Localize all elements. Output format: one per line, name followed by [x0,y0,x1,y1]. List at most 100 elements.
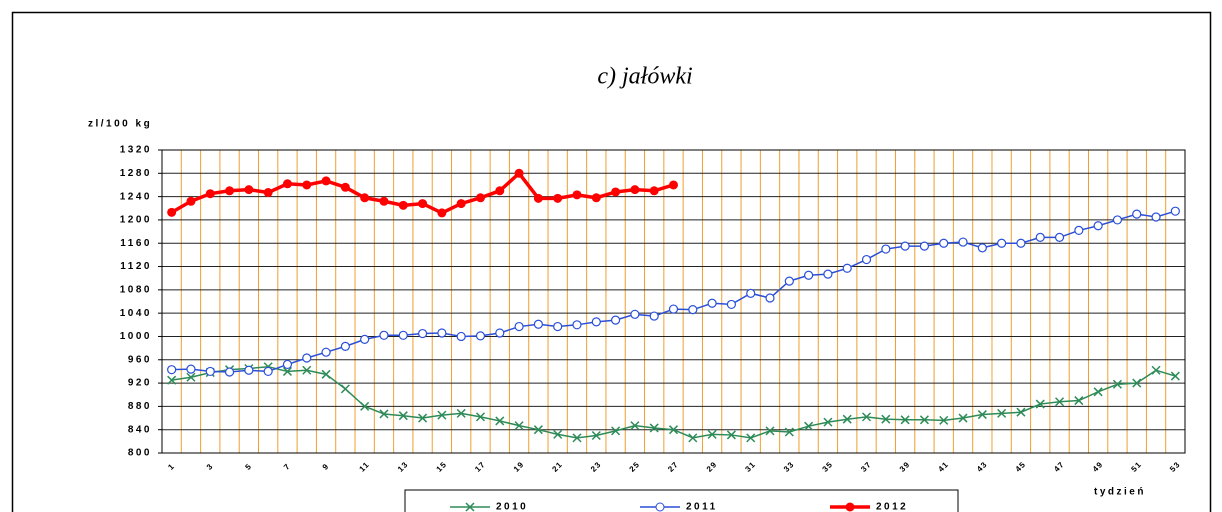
marker [437,410,447,420]
marker [1016,238,1026,248]
marker [1016,407,1026,417]
marker [688,305,698,315]
marker [649,423,659,433]
y-tick-label: 1080 [120,284,152,295]
marker [572,320,582,330]
marker [669,180,678,190]
x-tick-label: 19 [512,460,526,474]
marker [379,409,389,419]
x-tick-label: 41 [936,460,950,474]
marker [533,193,543,203]
marker [398,200,408,210]
marker [167,207,177,217]
x-tick-label: 23 [589,460,603,474]
marker [321,369,331,379]
marker [726,430,736,440]
marker [842,414,852,424]
y-tick-label: 1320 [120,145,152,156]
y-tick-label: 1200 [120,215,152,226]
marker [881,244,891,254]
marker [842,263,852,273]
x-tick-label: 47 [1052,460,1066,474]
marker [1112,379,1122,389]
y-tick-label: 1280 [120,168,152,179]
marker [379,330,389,340]
marker [360,193,370,203]
marker [553,321,563,332]
marker [1151,212,1161,222]
marker [205,189,215,199]
marker [398,330,408,340]
marker [263,188,273,198]
x-tick-label: 29 [705,460,719,474]
marker [437,208,447,218]
x-tick-label: 27 [666,460,680,474]
x-tick-label: 25 [628,460,642,474]
marker [977,410,987,420]
marker [205,366,215,377]
marker [1170,371,1180,381]
y-tick-label: 960 [128,354,152,365]
marker [1035,232,1045,243]
marker [649,186,659,196]
marker [591,317,601,327]
x-tick-label: 13 [396,460,410,474]
marker [360,334,370,344]
marker [861,254,872,265]
marker [591,193,601,203]
marker [302,353,312,363]
x-tick-label: 7 [282,462,292,472]
marker [881,414,891,424]
marker [572,190,582,200]
marker [302,180,312,190]
y-tick-label: 840 [128,424,152,435]
marker [167,365,177,375]
marker [900,415,910,425]
marker [861,412,872,422]
marker [475,193,485,203]
marker [1074,225,1084,236]
marker [321,347,331,357]
x-tick-label: 51 [1129,460,1143,474]
y-tick-label: 1120 [120,261,152,272]
marker [900,241,910,251]
x-tick-label: 1 [166,462,176,472]
marker [475,412,486,422]
x-tick-label: 31 [743,460,757,474]
marker [649,311,659,321]
x-tick-label: 3 [205,462,215,472]
x-tick-label: 43 [975,460,989,474]
marker [456,199,466,209]
legend-label: 2012 [876,502,908,512]
marker [340,341,350,351]
marker [939,415,949,425]
x-axis-label: tydzień [1094,487,1146,498]
marker [939,238,949,248]
marker [1074,396,1084,406]
marker [282,359,293,370]
y-axis-label: zl/100 kg [88,119,152,130]
marker [1035,399,1045,409]
x-tick-label: 53 [1168,460,1182,474]
legend-label: 2011 [686,502,718,512]
marker [572,433,582,443]
y-tick-label: 1040 [120,308,152,319]
x-tick-label: 21 [550,460,564,474]
marker [495,328,505,338]
marker [224,367,235,377]
y-tick-label: 800 [128,448,152,459]
marker [823,269,833,279]
marker [765,293,775,303]
marker [417,328,428,339]
x-tick-label: 17 [473,460,487,474]
marker [533,319,543,329]
marker [1112,215,1123,225]
y-tick-label: 920 [128,378,152,389]
marker [784,276,794,286]
marker [225,186,235,196]
series-line [171,210,1176,373]
marker [514,421,524,431]
marker [282,366,292,376]
marker [977,243,987,253]
marker [765,426,775,436]
